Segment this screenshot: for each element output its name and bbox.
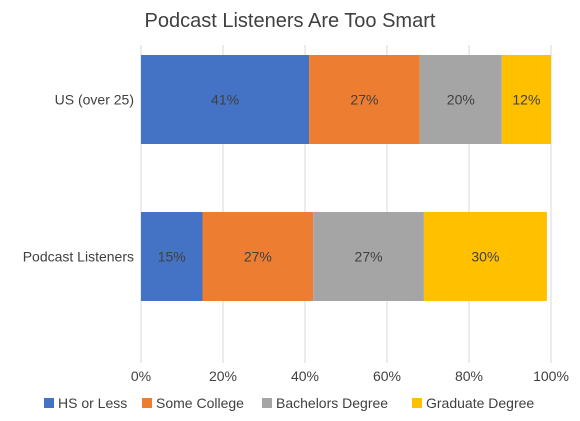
legend: HS or Less Some College Bachelors Degree Gr…	[44, 395, 534, 411]
category-labels: US (over 25) Podcast Listeners	[23, 92, 134, 265]
bar-segment	[141, 55, 310, 144]
legend-label: Some College	[156, 395, 244, 411]
bar-segment	[419, 55, 502, 144]
category-label: US (over 25)	[55, 92, 134, 108]
x-tick-label: 80%	[455, 368, 483, 384]
data-label: 12%	[512, 92, 540, 108]
data-label: 20%	[447, 92, 475, 108]
x-tick-label: 100%	[533, 368, 569, 384]
data-label: 15%	[158, 249, 186, 265]
x-axis-ticks: 0% 20% 40% 60% 80% 100%	[131, 368, 569, 384]
bar-segment	[202, 212, 314, 301]
legend-label: HS or Less	[58, 395, 127, 411]
legend-label: Graduate Degree	[426, 395, 534, 411]
bar-segment	[313, 212, 424, 301]
bars: 41% 27% 20% 12% 15% 27% 27% 30%	[141, 55, 551, 301]
x-tick-label: 40%	[291, 368, 319, 384]
data-label: 27%	[350, 92, 378, 108]
bar-segment	[501, 55, 551, 144]
data-label: 30%	[471, 249, 499, 265]
x-tick-label: 60%	[373, 368, 401, 384]
data-label: 27%	[244, 249, 272, 265]
legend-swatch	[44, 398, 54, 408]
legend-swatch	[262, 398, 272, 408]
bar-segment	[309, 55, 420, 144]
data-label: 27%	[355, 249, 383, 265]
category-label: Podcast Listeners	[23, 249, 134, 265]
bar-segment	[141, 212, 203, 301]
legend-label: Bachelors Degree	[276, 395, 388, 411]
x-tick-label: 20%	[209, 368, 237, 384]
bar-segment	[423, 212, 547, 301]
legend-swatch	[142, 398, 152, 408]
x-tick-label: 0%	[131, 368, 151, 384]
legend-swatch	[412, 398, 422, 408]
chart-title: Podcast Listeners Are Too Smart	[145, 10, 436, 32]
data-label: 41%	[211, 92, 239, 108]
